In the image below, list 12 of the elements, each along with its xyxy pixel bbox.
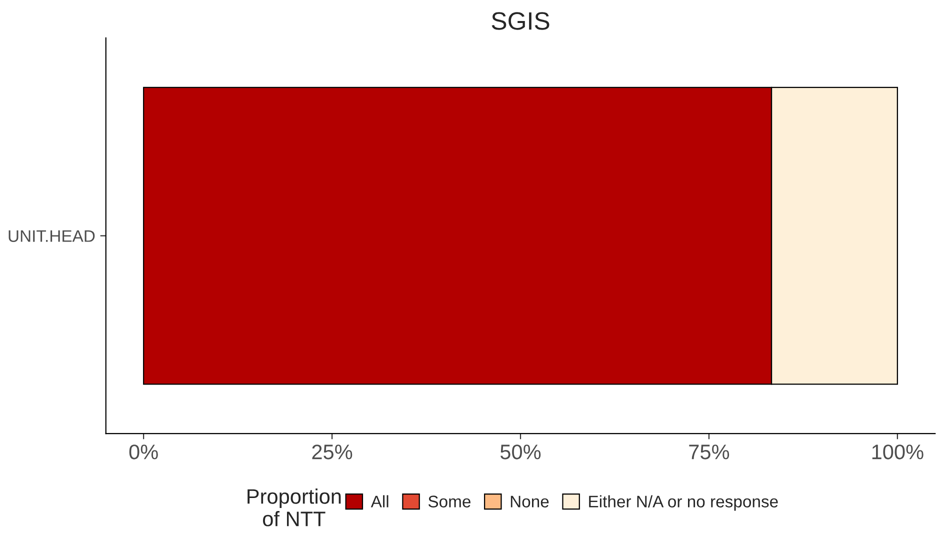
x-tick-label: 25%: [312, 444, 352, 460]
chart-title: SGIS: [492, 12, 550, 30]
legend-title: Proportion of NTT: [248, 488, 341, 526]
legend-label: All: [370, 495, 388, 508]
legend-label: Some: [428, 496, 470, 508]
x-tick-label: 100%: [872, 444, 924, 460]
x-tick-label: 50%: [500, 444, 541, 460]
legend-label: None: [510, 496, 549, 508]
legend-label: Either N/A or no response: [589, 495, 778, 511]
y-tick-label: UNIT.HEAD: [8, 230, 95, 242]
x-tick-label: 0%: [129, 444, 158, 460]
x-tick-label: 75%: [689, 444, 730, 460]
